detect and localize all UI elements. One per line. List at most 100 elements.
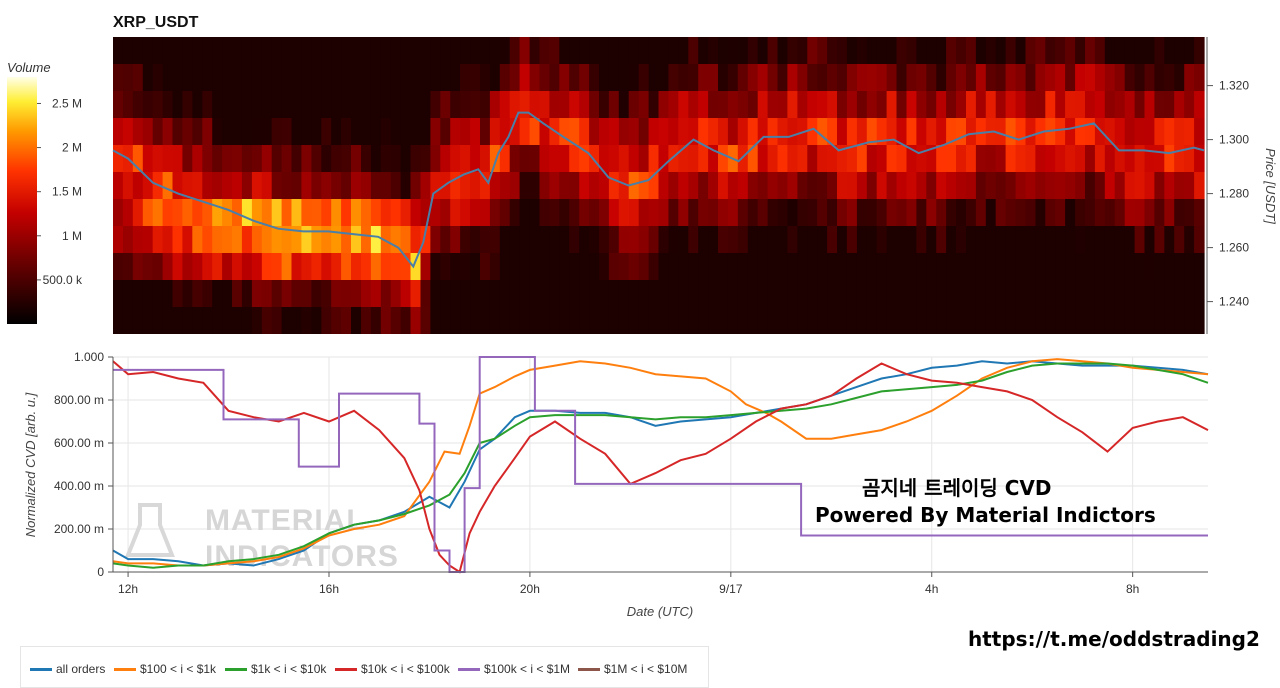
heatmap-cell	[718, 280, 729, 307]
heatmap-cell	[936, 226, 947, 253]
heatmap-cell	[261, 280, 273, 307]
telegram-link[interactable]: https://t.me/oddstrading2	[968, 627, 1260, 651]
heatmap-cell	[608, 280, 620, 307]
heatmap-cell	[281, 145, 293, 172]
heatmap-cell	[529, 199, 541, 226]
heatmap-cell	[232, 199, 243, 226]
heatmap-cell	[489, 280, 501, 307]
heatmap-cell	[856, 199, 868, 226]
heatmap-cell	[936, 145, 947, 172]
heatmap-cell	[1025, 280, 1036, 307]
heatmap-cell	[341, 280, 352, 307]
heatmap-cell	[380, 91, 392, 118]
heatmap-cell	[370, 64, 382, 91]
legend-item[interactable]: $1k < i < $10k	[225, 654, 326, 684]
heatmap-cell	[668, 64, 679, 91]
heatmap-cell	[113, 64, 124, 91]
heatmap-cell	[212, 172, 223, 199]
heatmap-cell	[718, 64, 729, 91]
heatmap-cell	[132, 172, 144, 199]
heatmap-cell	[450, 226, 461, 253]
legend-item[interactable]: $100 < i < $1k	[114, 654, 216, 684]
heatmap-cell	[1184, 307, 1195, 334]
heatmap-cell	[460, 253, 471, 280]
heatmap-cell	[470, 253, 481, 280]
heatmap-cell	[668, 37, 679, 64]
heatmap-cell	[1134, 91, 1146, 118]
heatmap-cell	[113, 253, 124, 280]
heatmap-cell	[777, 37, 788, 64]
heatmap-cell	[271, 199, 283, 226]
heatmap-cell	[966, 307, 977, 334]
heatmap-cell	[1134, 37, 1146, 64]
heatmap-cell	[271, 91, 283, 118]
heatmap-cell	[797, 64, 808, 91]
heatmap-cell	[1065, 172, 1076, 199]
legend-item[interactable]: $100k < i < $1M	[458, 654, 570, 684]
heatmap-cell	[708, 253, 719, 280]
heatmap-cell	[1114, 226, 1126, 253]
heatmap-cell	[837, 172, 848, 199]
heatmap-cell	[787, 280, 798, 307]
heatmap-cell	[321, 64, 332, 91]
heatmap-cell	[638, 280, 650, 307]
heatmap-cell	[351, 64, 362, 91]
heatmap-cell	[1134, 118, 1146, 145]
heatmap-cell	[777, 226, 788, 253]
heatmap-cell	[420, 199, 431, 226]
heatmap-cell	[1094, 172, 1106, 199]
heatmap-cell	[390, 118, 402, 145]
heatmap-cell	[122, 226, 134, 253]
heatmap-cell	[1174, 91, 1185, 118]
heatmap-cell	[718, 307, 729, 334]
heatmap-cell	[708, 91, 719, 118]
heatmap-cell	[896, 37, 907, 64]
heatmap-cell	[291, 64, 302, 91]
heatmap-cell	[1025, 199, 1036, 226]
heatmap-cell	[916, 91, 927, 118]
heatmap-cell	[628, 280, 640, 307]
heatmap-cell	[162, 91, 174, 118]
heatmap-cell	[946, 226, 957, 253]
heatmap-cell	[1015, 253, 1027, 280]
colorbar	[7, 77, 37, 324]
heatmap-cell	[1144, 37, 1155, 64]
heatmap-cell	[489, 172, 501, 199]
legend-item[interactable]: $1M < i < $10M	[578, 654, 687, 684]
heatmap-cell	[281, 199, 293, 226]
heatmap-cell	[886, 226, 898, 253]
heatmap-cell	[1194, 37, 1205, 64]
heatmap-cell	[1154, 64, 1165, 91]
heatmap-cell	[767, 199, 779, 226]
heatmap-cell	[470, 145, 481, 172]
heatmap-cell	[1104, 307, 1116, 334]
heatmap-cell	[1045, 145, 1056, 172]
heatmap-cell	[400, 199, 412, 226]
heatmap-cell	[430, 226, 441, 253]
heatmap-cell	[975, 253, 987, 280]
heatmap-cell	[777, 118, 788, 145]
heatmap-cell	[589, 172, 600, 199]
heatmap-cell	[361, 145, 372, 172]
heatmap-cell	[966, 199, 977, 226]
heatmap-cell	[658, 199, 669, 226]
heatmap-cell	[1114, 199, 1126, 226]
heatmap-cell	[361, 37, 372, 64]
heatmap-cell	[797, 226, 808, 253]
heatmap-cell	[489, 307, 501, 334]
heatmap-cell	[827, 226, 838, 253]
heatmap-cell	[579, 91, 590, 118]
heatmap-cell	[539, 64, 550, 91]
legend-item[interactable]: all orders	[30, 654, 105, 684]
legend-item[interactable]: $10k < i < $100k	[335, 654, 450, 684]
heatmap-cell	[370, 91, 382, 118]
heatmap-cell	[450, 145, 461, 172]
heatmap-cell	[866, 118, 878, 145]
heatmap-cell	[370, 172, 382, 199]
heatmap-cell	[182, 226, 193, 253]
heatmap-cell	[797, 307, 808, 334]
heatmap-cell	[489, 91, 501, 118]
heatmap-cell	[956, 253, 967, 280]
heatmap-cell	[698, 226, 709, 253]
heatmap-cell	[1005, 199, 1017, 226]
